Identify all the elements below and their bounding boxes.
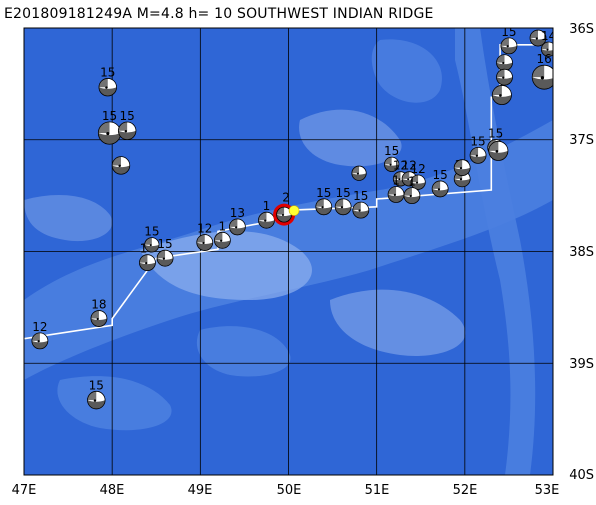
- bathymetry-patch: [299, 109, 402, 167]
- bathymetry-patch: [330, 289, 466, 356]
- focal-mechanism: [403, 187, 421, 205]
- focal-mechanism: [117, 121, 137, 141]
- depth-label: 15: [316, 186, 331, 200]
- depth-label: 15: [384, 144, 399, 158]
- depth-label: 18: [91, 298, 106, 312]
- bathymetry-patch: [196, 326, 291, 377]
- focal-mechanism: [529, 29, 547, 47]
- focal-mechanism: [500, 37, 518, 55]
- bathymetry-patch: [24, 195, 113, 242]
- depth-label: 12: [402, 159, 417, 173]
- lat-lon-grid: [24, 28, 553, 475]
- focal-mechanism: [469, 146, 487, 164]
- focal-mechanism: [453, 159, 471, 177]
- depth-label: 1: [392, 174, 400, 188]
- focal-mechanism: [228, 218, 246, 236]
- focal-mechanism: [351, 165, 367, 181]
- depth-label: 15: [120, 109, 135, 123]
- depth-label: 15: [488, 127, 503, 141]
- depth-label: 13: [230, 206, 245, 220]
- focal-mechanism: [31, 332, 49, 350]
- lon-label-52e: 52E: [452, 483, 478, 498]
- focal-mechanism: [98, 78, 117, 97]
- lon-label-49e: 49E: [187, 483, 213, 498]
- bathymetry-patch: [57, 376, 172, 431]
- focal-mechanism: [387, 186, 405, 203]
- depth-label: 12: [410, 162, 425, 176]
- focal-mechanism: [139, 254, 156, 272]
- depth-label: 14: [541, 29, 556, 43]
- focal-mechanism: [97, 121, 122, 145]
- map-title: E201809181249A M=4.8 h= 10 SOUTHWEST IND…: [4, 6, 434, 22]
- depth-label: 12: [393, 159, 408, 173]
- focal-mechanism: [213, 231, 231, 249]
- lat-label-36s: 36S: [569, 22, 594, 37]
- lon-label-48e: 48E: [99, 483, 125, 498]
- focal-mechanism: [196, 234, 214, 251]
- focal-mechanism: [87, 390, 106, 410]
- focal-mechanism: [531, 64, 553, 90]
- depth-label: 12: [32, 320, 47, 334]
- lat-label-37s: 37S: [569, 133, 594, 148]
- focal-mechanism: [384, 156, 400, 172]
- main-event-layer: 2: [273, 191, 300, 226]
- lat-label-39s: 39S: [569, 357, 594, 372]
- lon-label-51e: 51E: [364, 483, 390, 498]
- depth-label: 15: [470, 134, 485, 148]
- bathymetry-patch: [140, 231, 312, 300]
- depth-label: 15: [102, 109, 117, 123]
- depth-label: 15: [530, 17, 545, 31]
- focal-mechanism: [111, 156, 131, 175]
- focal-mechanism: [315, 198, 333, 216]
- map-border: [23, 27, 554, 476]
- depth-label: 15: [157, 237, 172, 251]
- focal-mechanism: [352, 201, 370, 219]
- focal-mechanism: [540, 41, 553, 57]
- focal-mechanism: [491, 85, 512, 106]
- main-event-mechanism: [276, 206, 292, 223]
- focal-mechanism: [488, 140, 509, 161]
- lat-label-38s: 38S: [569, 245, 594, 260]
- depth-label: 16: [537, 52, 552, 66]
- focal-mechanism: [334, 198, 352, 216]
- depth-label: 1: [263, 199, 271, 213]
- depth-label: 15: [89, 378, 104, 392]
- depth-label: 15: [144, 225, 159, 239]
- focal-mechanism: [156, 249, 174, 267]
- lon-label-50e: 50E: [276, 483, 302, 498]
- depth-label: 15: [100, 65, 115, 79]
- main-event-depth-label: 2: [282, 191, 290, 205]
- focal-mechanism: [144, 237, 160, 253]
- lat-label-40s: 40S: [569, 468, 594, 483]
- depth-label: 15: [433, 168, 448, 182]
- focal-mechanism: [496, 54, 513, 72]
- depth-label: 1: [219, 219, 227, 233]
- focal-mechanism: [258, 211, 275, 229]
- lon-label-53e: 53E: [534, 483, 560, 498]
- epicenter-marker: [288, 205, 300, 216]
- bathymetry-patch: [371, 39, 442, 103]
- depth-label: 15: [336, 186, 351, 200]
- focal-mechanism: [90, 310, 108, 327]
- focal-mechanism: [410, 174, 426, 190]
- depth-label: 1: [408, 175, 416, 189]
- depth-label: 15: [501, 25, 516, 39]
- lon-label-47e: 47E: [11, 483, 37, 498]
- focal-mechanism: [496, 68, 513, 86]
- depth-label: 12: [197, 222, 212, 236]
- focal-mechanism-layer: 1218151515151815151211311515151512121211…: [31, 17, 556, 410]
- depth-label: 15: [353, 189, 368, 203]
- focal-mechanism: [431, 180, 449, 198]
